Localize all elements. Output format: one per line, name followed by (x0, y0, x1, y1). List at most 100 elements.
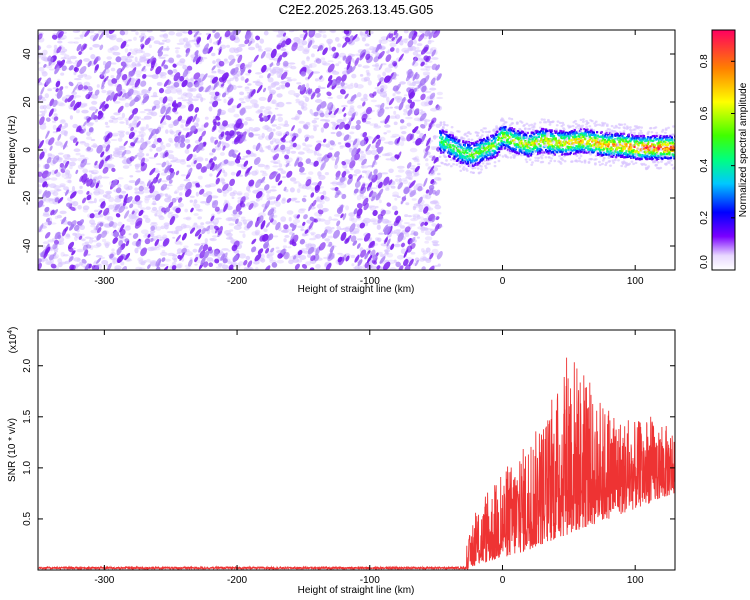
spectrogram-noise-speck (236, 192, 243, 196)
spectrogram-signal-cell (547, 146, 550, 149)
spectrogram-noise-speck (192, 202, 196, 207)
spectrogram-noise-speck (61, 172, 66, 178)
spectrogram-noise-speck (247, 83, 252, 86)
spectrogram-noise-blob (87, 91, 93, 100)
spectrogram-noise-speck (357, 104, 363, 109)
spectrogram-noise-blob (269, 62, 274, 68)
spectrogram-noise-speck (183, 217, 191, 220)
spectrogram-signal-cell (452, 151, 455, 154)
spectrogram-noise-blob (71, 250, 76, 256)
spectrogram-noise-blob (389, 47, 395, 52)
spectrogram-noise-blob (222, 145, 226, 151)
spectrogram-noise-speck (176, 89, 183, 95)
spectrogram-signal-cell (482, 137, 486, 141)
spectrogram-noise-speck (86, 131, 91, 136)
spectrogram-noise-blob (211, 163, 218, 172)
spectrogram-signal-cell (549, 149, 552, 152)
spectrogram-noise-speck (320, 127, 325, 133)
spectrogram-noise-speck (209, 238, 215, 241)
spectrogram-noise-speck (357, 64, 362, 68)
spectrogram-noise-speck (160, 251, 168, 256)
spectrogram-signal-cell (462, 161, 465, 164)
spectrogram-signal-cell (441, 136, 444, 139)
spectrogram-signal-cell (471, 142, 474, 145)
spectrogram-noise-speck (392, 93, 396, 97)
spectrogram-noise-blob (363, 233, 371, 242)
spectrogram-signal-cell (547, 141, 550, 144)
spectrogram-signal-cell (492, 155, 495, 159)
spectrogram-signal-cell (458, 139, 461, 142)
spectrogram-noise-speck (425, 194, 432, 200)
spectrogram-noise-blob (377, 146, 384, 155)
spectrogram-signal-halo (548, 123, 552, 126)
spectrogram-signal-halo (530, 123, 534, 127)
spectrogram-noise-speck (434, 165, 442, 168)
spectrogram-noise-speck (416, 158, 420, 163)
spectrogram-signal-cell (488, 144, 491, 148)
spectrogram-noise-blob (211, 148, 216, 153)
spectrogram-noise-speck (328, 45, 332, 51)
spectrogram-signal-cell (532, 148, 535, 151)
spectrogram-noise-speck (289, 187, 295, 193)
spectrogram-noise-blob (173, 72, 181, 82)
spectrogram-noise-speck (288, 62, 296, 65)
spectrogram-noise-speck (64, 172, 70, 178)
spectrogram-noise-speck (79, 34, 86, 38)
spectrogram-noise-blob (117, 105, 124, 113)
spectrogram-noise-blob (308, 221, 314, 230)
spectrogram-signal-cell (533, 136, 536, 139)
spectrogram-noise-blob (185, 48, 191, 57)
spectrogram-noise-speck (184, 149, 190, 154)
spectrogram-noise-blob (209, 158, 214, 163)
spectrogram-noise-speck (47, 153, 53, 157)
spectrogram-noise-speck (108, 164, 116, 168)
spectrogram-noise-speck (411, 198, 417, 201)
spectrogram-noise-speck (261, 172, 268, 177)
spectrogram-noise-speck (246, 186, 251, 192)
spectrogram-signal-halo (465, 167, 468, 170)
spectrogram-signal-halo (551, 120, 555, 123)
spectrogram-noise-speck (60, 72, 65, 76)
spectrogram-noise-blob (395, 32, 399, 39)
spectrogram-noise-speck (204, 238, 208, 243)
spectrogram-signal-cell (517, 146, 521, 149)
spectrogram-noise-speck (193, 199, 198, 204)
spectrogram-noise-blob (127, 88, 134, 97)
spectrogram-noise-speck (315, 140, 323, 143)
spectrogram-noise-speck (114, 147, 121, 151)
spectrogram-noise-blob (388, 33, 394, 39)
spectrogram-noise-blob (162, 96, 168, 104)
spectrogram-noise-blob (83, 121, 87, 127)
spectrogram-noise-speck (259, 106, 265, 110)
spectrogram-noise-speck (391, 205, 398, 211)
spectrogram-noise-speck (260, 170, 264, 173)
spectrogram-noise-blob (214, 32, 220, 39)
spectrogram-noise-speck (308, 63, 313, 69)
spectrogram-noise-blob (155, 66, 162, 75)
spectrogram-noise-blob (127, 51, 132, 57)
spectrogram-noise-blob (371, 196, 376, 202)
spectrogram-noise-blob (315, 58, 322, 64)
spectrogram-noise-speck (179, 241, 183, 246)
spectrogram-noise-blob (206, 194, 213, 204)
spectrogram-signal-halo (479, 135, 483, 139)
spectrogram-noise-speck (280, 170, 287, 175)
spectrogram-noise-speck (295, 101, 301, 104)
spectrogram-signal-cell (452, 140, 455, 143)
spectrogram-noise-blob (86, 116, 92, 123)
spectrogram-noise-speck (89, 174, 93, 180)
spectrogram-noise-blob (160, 115, 166, 124)
spectrogram-noise-speck (276, 69, 284, 74)
spectrogram-noise-blob (220, 253, 225, 261)
spectrogram-noise-speck (67, 57, 72, 63)
spectrogram-noise-speck (165, 38, 171, 44)
spectrogram-noise-speck (250, 200, 256, 204)
spectrogram-noise-blob (186, 153, 193, 162)
spectrogram-noise-speck (324, 172, 329, 176)
spectrogram-noise-blob (425, 189, 430, 194)
spectrogram-signal-halo (493, 164, 497, 168)
spectrogram-noise-speck (336, 86, 344, 89)
spectrogram-noise-speck (420, 109, 423, 112)
spectrogram-noise-speck (111, 62, 117, 65)
spectrogram-noise-blob (304, 229, 309, 234)
